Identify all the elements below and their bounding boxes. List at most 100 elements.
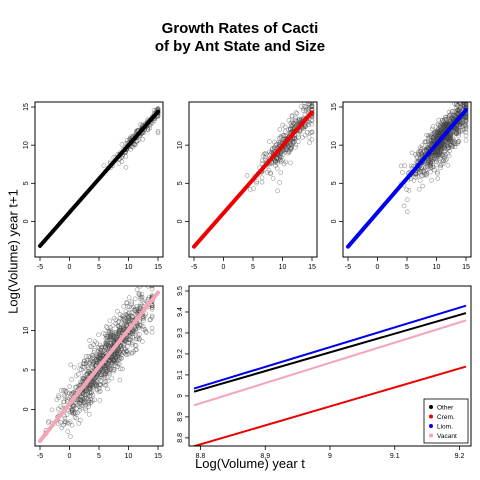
data-point — [126, 313, 132, 319]
data-point — [278, 134, 284, 139]
data-point — [438, 147, 443, 152]
data-point — [103, 345, 109, 351]
data-point — [460, 127, 465, 133]
data-point — [137, 336, 142, 342]
data-point — [247, 187, 253, 192]
data-point — [103, 379, 109, 384]
data-point — [137, 332, 142, 337]
data-point — [423, 139, 429, 145]
data-point — [98, 372, 103, 378]
data-point — [63, 389, 69, 395]
data-point — [94, 386, 100, 392]
data-point — [129, 299, 135, 305]
data-point — [71, 364, 77, 370]
data-point — [304, 130, 310, 135]
data-point — [144, 330, 149, 335]
data-point — [61, 388, 66, 393]
data-point — [454, 102, 459, 107]
data-point — [309, 103, 315, 108]
data-point — [140, 339, 145, 344]
chart-title-line-1: Growth Rates of Cacti — [161, 20, 319, 37]
data-point — [300, 135, 305, 140]
data-point — [309, 130, 315, 135]
data-point — [291, 121, 296, 127]
data-point — [449, 144, 455, 150]
plot-region — [38, 286, 160, 443]
data-point — [435, 171, 440, 176]
data-point — [271, 139, 277, 145]
data-point — [102, 382, 108, 388]
data-point — [424, 162, 430, 167]
data-point — [49, 407, 55, 413]
data-point — [136, 337, 142, 342]
legend-marker — [429, 424, 433, 428]
data-point — [435, 130, 440, 136]
y-tick-label: 5 — [23, 181, 30, 185]
data-point — [117, 325, 122, 331]
data-point — [133, 329, 139, 335]
data-point — [422, 149, 427, 154]
data-point — [69, 377, 74, 382]
data-point — [460, 102, 464, 104]
data-point — [68, 434, 73, 439]
data-point — [143, 311, 148, 317]
data-point — [123, 154, 129, 159]
data-point — [463, 124, 469, 130]
y-tick-label: 5 — [331, 181, 338, 185]
series-line-liom — [193, 304, 467, 390]
chart-title: Growth Rates of Cacti of by Ant State an… — [0, 20, 480, 56]
data-point — [462, 123, 468, 128]
data-point — [126, 295, 132, 300]
data-point — [409, 163, 414, 169]
data-point — [448, 139, 453, 144]
data-point — [409, 150, 415, 156]
data-point — [457, 102, 463, 105]
data-point — [128, 134, 134, 140]
data-point — [441, 117, 447, 122]
data-point — [448, 132, 454, 137]
data-point — [92, 348, 97, 353]
data-point — [86, 354, 92, 359]
data-point — [112, 354, 117, 359]
data-point — [309, 117, 315, 122]
data-point — [118, 366, 123, 372]
data-point — [124, 300, 130, 306]
data-point — [140, 324, 146, 329]
data-point — [120, 366, 125, 372]
data-point — [70, 410, 75, 415]
x-tick-label: 5 — [251, 264, 255, 271]
data-point — [97, 342, 103, 348]
data-point — [244, 173, 250, 178]
y-tick-label: 9.1 — [177, 370, 184, 380]
x-tick-label: 5 — [405, 264, 409, 271]
data-point — [447, 113, 452, 118]
x-tick-label: 9.1 — [390, 453, 400, 460]
data-point — [398, 163, 404, 169]
legend-marker — [429, 414, 433, 419]
plot-region — [193, 304, 467, 446]
data-point — [115, 320, 121, 325]
data-point — [277, 127, 283, 132]
data-point — [58, 404, 63, 409]
data-point — [458, 104, 463, 110]
data-point — [104, 342, 109, 347]
data-point — [281, 161, 287, 167]
data-point — [102, 365, 108, 371]
data-point — [292, 135, 297, 141]
fit-line — [192, 110, 314, 249]
data-point — [254, 179, 259, 184]
data-point — [149, 286, 155, 292]
data-point — [306, 135, 312, 140]
data-point — [55, 406, 61, 412]
data-point — [433, 156, 438, 161]
data-point — [68, 362, 73, 368]
data-point — [106, 370, 112, 375]
x-tick-label: -5 — [37, 453, 43, 460]
data-point — [455, 139, 460, 145]
data-point — [67, 419, 73, 424]
data-point — [76, 371, 81, 377]
data-point — [116, 327, 122, 333]
data-point — [301, 106, 307, 111]
data-point — [137, 286, 143, 289]
legend-marker — [429, 433, 433, 438]
